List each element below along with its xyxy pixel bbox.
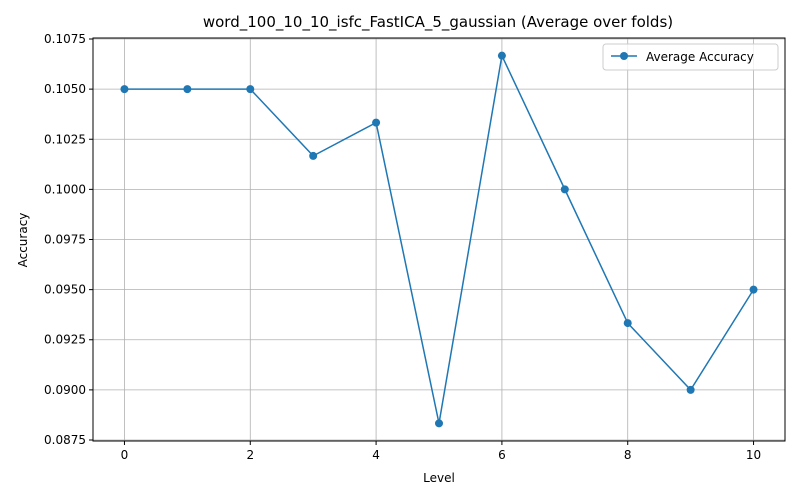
x-tick-label: 4 (372, 448, 380, 462)
data-point (372, 118, 381, 127)
y-tick-label: 0.0875 (44, 433, 86, 447)
x-tick-label: 6 (498, 448, 506, 462)
legend-box (602, 43, 779, 71)
y-axis-label: Accuracy (16, 213, 30, 268)
y-tick-label: 0.1025 (44, 132, 86, 146)
y-axis-ticks: 0.0875 0.0900 0.0925 0.0950 0.0975 0.1000 0.10… (44, 32, 93, 447)
data-point (749, 285, 758, 294)
y-tick-label: 0.0900 (44, 383, 86, 397)
data-point (435, 419, 443, 428)
y-tick-label: 0.0950 (44, 283, 86, 297)
y-tick-label: 0.1000 (44, 182, 86, 196)
data-point (686, 385, 695, 394)
legend-point-marker (620, 52, 628, 60)
x-tick-label: 0 (121, 448, 129, 462)
y-tick-label: 0.1050 (44, 82, 86, 96)
chart-title: word_100_10_10_isfc_FastICA_5_gaussian (… (203, 13, 673, 32)
legend: Average Accuracy (602, 43, 779, 71)
x-tick-label: 10 (746, 448, 761, 462)
x-axis-label: Level (423, 471, 455, 485)
y-tick-label: 0.1075 (44, 32, 86, 46)
y-tick-label: 0.0925 (44, 333, 86, 347)
data-point (497, 51, 506, 60)
x-tick-label: 8 (624, 448, 632, 462)
data-point (183, 85, 192, 94)
data-point (309, 151, 318, 160)
grid-lines (93, 38, 785, 441)
x-axis-ticks: 0 2 4 6 8 10 (121, 441, 761, 462)
series-layer (120, 51, 758, 428)
data-point (560, 185, 569, 194)
data-point (120, 85, 129, 94)
x-tick-label: 2 (246, 448, 254, 462)
y-tick-label: 0.0975 (44, 233, 86, 247)
data-point (246, 85, 255, 94)
data-point (623, 319, 632, 328)
legend-label: Average Accuracy (646, 50, 754, 64)
